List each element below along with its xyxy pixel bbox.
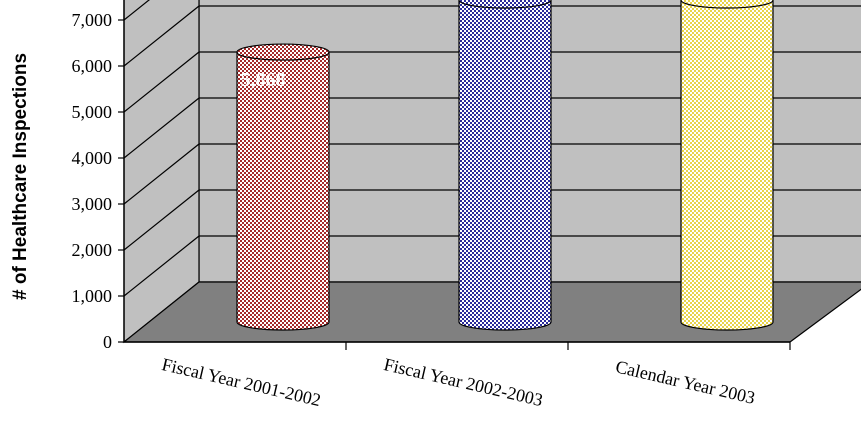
bar-body	[458, 0, 552, 331]
x-tick-label: Fiscal Year 2001-2002	[160, 354, 323, 410]
x-tick-label: Calendar Year 2003	[614, 356, 757, 408]
y-tick-label: 0	[103, 332, 112, 352]
bar-1	[236, 43, 330, 331]
bar-3	[680, 0, 774, 331]
gridline-side	[123, 235, 200, 297]
gridline-side	[123, 51, 200, 113]
x-tick-label: Fiscal Year 2002-2003	[382, 354, 545, 410]
y-tick-label: 6,000	[72, 56, 113, 76]
y-tick-label: 1,000	[72, 286, 113, 306]
data-labels: 5,868	[241, 69, 286, 91]
x-tick-labels: Fiscal Year 2001-2002 Fiscal Year 2002-20…	[160, 354, 757, 410]
y-tick-label: 4,000	[72, 148, 113, 168]
gridline-side	[123, 0, 150, 21]
bar-body	[680, 0, 774, 331]
bars	[236, 0, 774, 331]
y-tick-label: 7,000	[72, 10, 113, 30]
y-tick-label: 2,000	[72, 240, 113, 260]
bar-top	[458, 0, 552, 9]
bar-2	[458, 0, 552, 331]
y-axis-label: # of Healthcare Inspections	[10, 53, 31, 300]
y-tick-label: 5,000	[72, 102, 113, 122]
data-label: 5,868	[241, 69, 286, 91]
bar-top	[680, 0, 774, 9]
y-tick-labels: 0 1,000 2,000 3,000 4,000 5,000 6,000 7,000	[72, 10, 113, 352]
gridline-side	[123, 97, 200, 159]
bar-body	[236, 51, 330, 331]
gridline-side	[123, 143, 200, 205]
axes	[118, 0, 791, 350]
gridline-side	[123, 189, 200, 251]
y-tick-label: 3,000	[72, 194, 113, 214]
bar-top	[236, 43, 330, 61]
gridline-side	[123, 5, 200, 67]
